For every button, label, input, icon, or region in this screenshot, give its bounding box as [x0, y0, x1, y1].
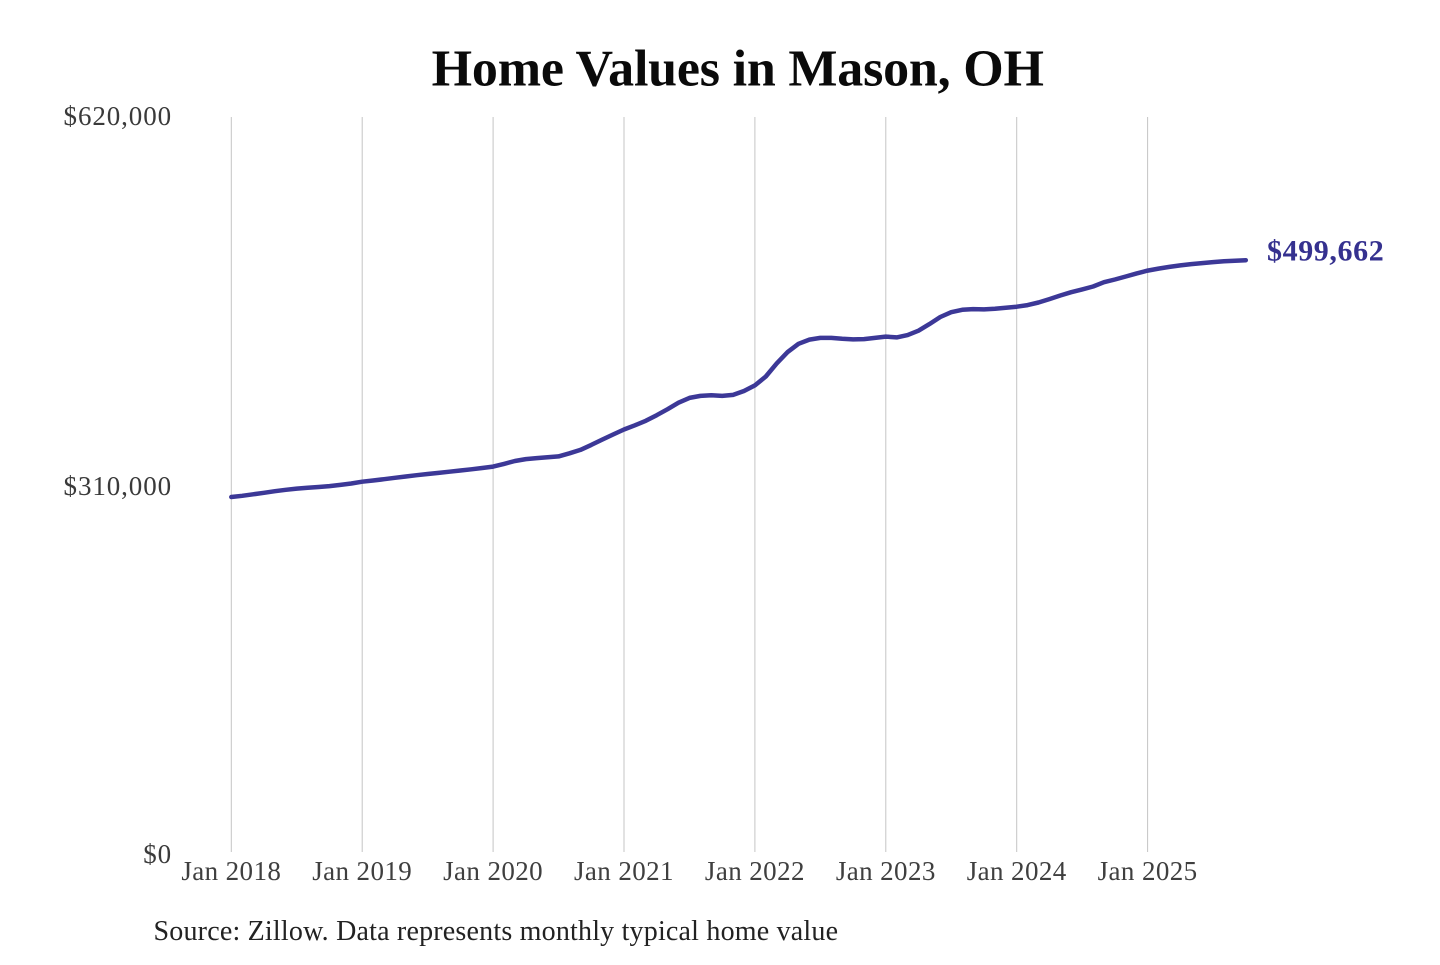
svg-text:Jan 2018: Jan 2018	[181, 856, 281, 886]
svg-text:Jan 2022: Jan 2022	[705, 856, 805, 886]
svg-text:Home Values in Mason, OH: Home Values in Mason, OH	[432, 41, 1044, 98]
svg-text:Jan 2023: Jan 2023	[836, 856, 936, 886]
svg-text:Jan 2021: Jan 2021	[574, 856, 674, 886]
svg-text:$620,000: $620,000	[64, 101, 172, 131]
svg-text:$310,000: $310,000	[64, 471, 172, 501]
svg-text:$0: $0	[143, 839, 172, 869]
svg-text:Jan 2019: Jan 2019	[312, 856, 412, 886]
svg-text:Jan 2020: Jan 2020	[443, 856, 543, 886]
svg-text:Jan 2025: Jan 2025	[1098, 856, 1198, 886]
svg-text:Jan 2024: Jan 2024	[967, 856, 1067, 886]
svg-text:$499,662: $499,662	[1267, 235, 1384, 268]
svg-text:Source: Zillow. Data represent: Source: Zillow. Data represents monthly …	[154, 916, 839, 947]
